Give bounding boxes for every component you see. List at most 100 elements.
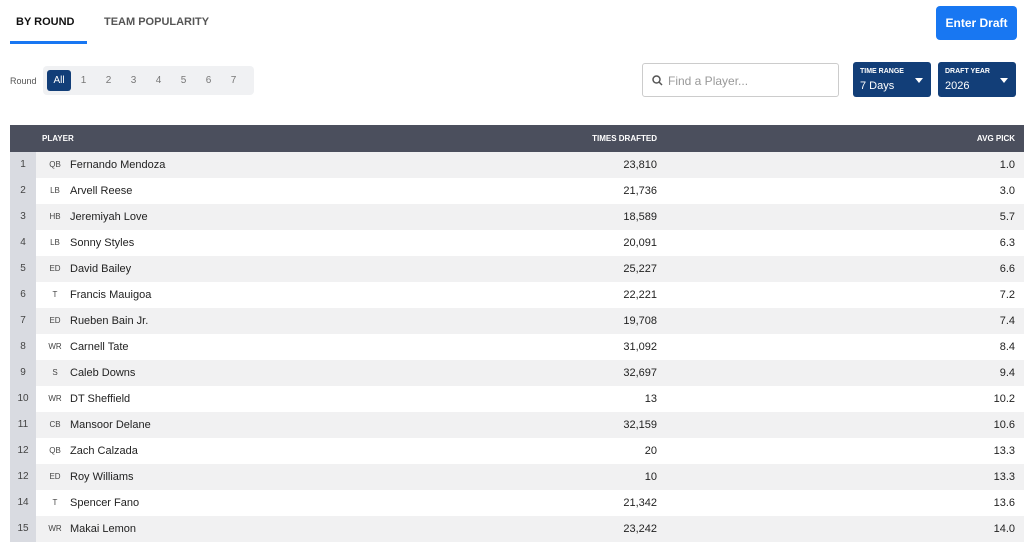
tab-underline (10, 41, 87, 44)
avg-pick: 10.6 (993, 419, 1015, 431)
rank: 5 (10, 256, 36, 282)
position: T (52, 498, 58, 507)
position: WR (48, 342, 62, 351)
table-row[interactable]: 7 ED Rueben Bain Jr. 19,708 7.4 (10, 308, 1024, 334)
times-drafted: 20 (644, 445, 657, 457)
rank: 2 (10, 178, 36, 204)
position: T (52, 290, 58, 299)
avg-pick: 9.4 (999, 367, 1015, 379)
round-label: Round (10, 76, 37, 86)
avg-pick: 10.2 (993, 393, 1015, 405)
avg-pick: 1.0 (999, 159, 1015, 171)
round-pill[interactable]: 2 (105, 75, 112, 86)
round-pill[interactable]: 7 (230, 75, 237, 86)
tab[interactable]: BY ROUND (16, 16, 75, 28)
table-row[interactable]: 5 ED David Bailey 25,227 6.6 (10, 256, 1024, 282)
rank: 1 (10, 152, 36, 178)
player-name: Mansoor Delane (70, 419, 151, 431)
player-name: Spencer Fano (70, 497, 140, 509)
position: LB (50, 186, 60, 195)
table-row[interactable]: 10 WR DT Sheffield 13 10.2 (10, 386, 1024, 412)
table-row[interactable]: 1 QB Fernando Mendoza 23,810 1.0 (10, 152, 1024, 178)
column-header: PLAYER (42, 134, 74, 143)
dropdown[interactable]: DRAFT YEAR 2026 (938, 62, 1016, 97)
position: S (52, 368, 58, 377)
position: WR (48, 394, 62, 403)
search-icon (652, 75, 663, 86)
dropdown-value: 7 Days (860, 80, 895, 92)
player-name: Arvell Reese (70, 185, 133, 197)
round-pill[interactable]: 6 (205, 75, 212, 86)
round-pill[interactable]: 3 (130, 75, 137, 86)
times-drafted: 13 (644, 393, 657, 405)
avg-pick: 7.2 (999, 289, 1015, 301)
avg-pick: 13.6 (993, 497, 1015, 509)
enter-draft-button[interactable]: Enter Draft (936, 6, 1017, 40)
table-row[interactable]: 3 HB Jeremiyah Love 18,589 5.7 (10, 204, 1024, 230)
position: ED (49, 472, 61, 481)
position: QB (49, 446, 61, 455)
times-drafted: 18,589 (623, 211, 657, 223)
table-row[interactable]: 12 QB Zach Calzada 20 13.3 (10, 438, 1024, 464)
player-name: Jeremiyah Love (70, 211, 148, 223)
position: QB (49, 160, 61, 169)
player-name: Caleb Downs (70, 367, 136, 379)
table-row[interactable]: 9 S Caleb Downs 32,697 9.4 (10, 360, 1024, 386)
caret (915, 78, 923, 83)
player-name: Roy Williams (70, 471, 134, 483)
times-drafted: 31,092 (623, 341, 657, 353)
times-drafted: 19,708 (623, 315, 657, 327)
round-pill[interactable]: 4 (155, 75, 162, 86)
position: ED (49, 264, 61, 273)
player-name: David Bailey (70, 263, 132, 275)
avg-pick: 7.4 (999, 315, 1015, 327)
avg-pick: 14.0 (993, 523, 1015, 535)
tab[interactable]: TEAM POPULARITY (104, 16, 210, 28)
round-pill[interactable]: 1 (80, 75, 87, 86)
player-name: Makai Lemon (70, 523, 137, 535)
dropdown-label: TIME RANGE (860, 68, 904, 75)
table-row[interactable]: 8 WR Carnell Tate 31,092 8.4 (10, 334, 1024, 360)
dropdown-value: 2026 (945, 80, 970, 92)
rank: 3 (10, 204, 36, 230)
avg-pick: 13.3 (993, 445, 1015, 457)
player-name: Fernando Mendoza (70, 159, 166, 171)
player-name: Francis Mauigoa (70, 289, 152, 301)
rank: 6 (10, 282, 36, 308)
position: CB (49, 420, 61, 429)
round-pill[interactable]: 5 (180, 75, 187, 86)
avg-pick: 6.3 (999, 237, 1015, 249)
search-input[interactable]: Find a Player... (642, 63, 839, 97)
rank: 14 (10, 490, 36, 516)
round-pill[interactable]: All (47, 70, 71, 91)
position: ED (49, 316, 61, 325)
table-row[interactable]: 6 T Francis Mauigoa 22,221 7.2 (10, 282, 1024, 308)
times-drafted: 22,221 (623, 289, 657, 301)
dropdown[interactable]: TIME RANGE 7 Days (853, 62, 931, 97)
avg-pick: 6.6 (999, 263, 1015, 275)
avg-pick: 13.3 (993, 471, 1015, 483)
column-header: AVG PICK (976, 134, 1015, 143)
times-drafted: 32,697 (623, 367, 657, 379)
position: WR (48, 524, 62, 533)
position: LB (50, 238, 60, 247)
rank: 15 (10, 516, 36, 542)
player-name: DT Sheffield (70, 393, 131, 405)
table-row[interactable]: 2 LB Arvell Reese 21,736 3.0 (10, 178, 1024, 204)
table-row[interactable]: 15 WR Makai Lemon 23,242 14.0 (10, 516, 1024, 542)
table-row[interactable]: 11 CB Mansoor Delane 32,159 10.6 (10, 412, 1024, 438)
player-name: Sonny Styles (70, 237, 135, 249)
rank: 10 (10, 386, 36, 412)
rank: 12 (10, 438, 36, 464)
rank: 12 (10, 464, 36, 490)
table-row[interactable]: 12 ED Roy Williams 10 13.3 (10, 464, 1024, 490)
table-row[interactable]: 14 T Spencer Fano 21,342 13.6 (10, 490, 1024, 516)
rank: 9 (10, 360, 36, 386)
rank: 7 (10, 308, 36, 334)
times-drafted: 23,810 (623, 159, 657, 171)
times-drafted: 20,091 (623, 237, 657, 249)
times-drafted: 21,342 (623, 497, 657, 509)
table-row[interactable]: 4 LB Sonny Styles 20,091 6.3 (10, 230, 1024, 256)
times-drafted: 25,227 (623, 263, 657, 275)
